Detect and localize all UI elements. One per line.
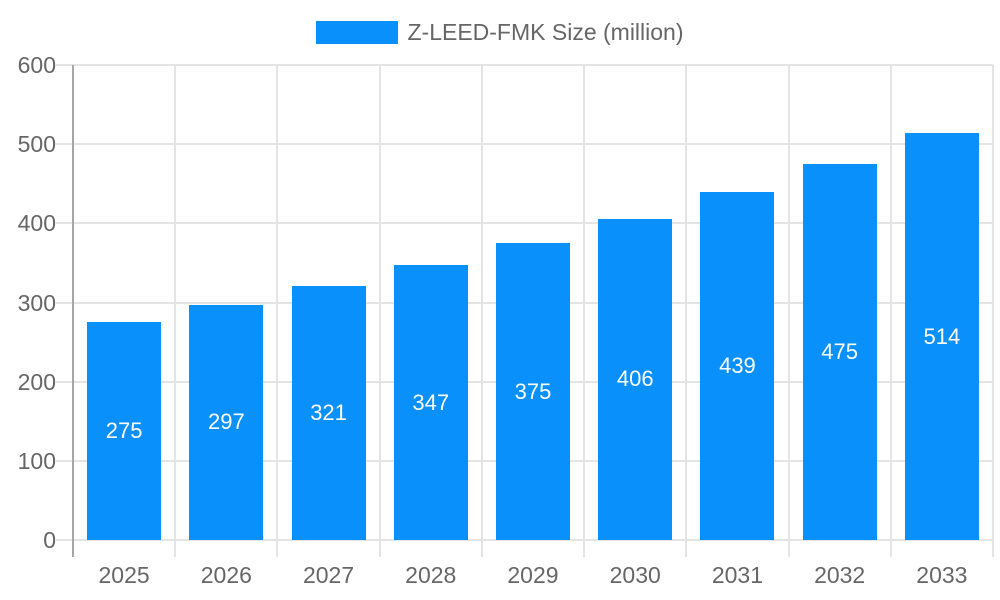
y-tick-label: 0 bbox=[43, 527, 56, 553]
bar: 406 bbox=[598, 218, 673, 540]
bar-value-label: 375 bbox=[514, 378, 552, 404]
bar: 375 bbox=[496, 243, 570, 540]
y-axis-line bbox=[72, 65, 74, 557]
y-tick-label: 400 bbox=[17, 210, 56, 237]
x-tick-label: 2025 bbox=[98, 562, 150, 588]
gridline-v bbox=[992, 65, 994, 557]
bar-value-label: 475 bbox=[821, 338, 859, 364]
x-tick-label: 2028 bbox=[405, 562, 457, 588]
x-tick-label: 2027 bbox=[302, 562, 355, 588]
gridline-v bbox=[174, 65, 177, 557]
bar-value-label: 514 bbox=[923, 323, 961, 349]
x-tick-label: 2029 bbox=[507, 562, 559, 588]
gridline-v bbox=[276, 65, 279, 557]
gridline-v bbox=[480, 65, 483, 557]
bar: 439 bbox=[700, 192, 775, 540]
gridline-v bbox=[378, 65, 381, 557]
x-tick-label: 2030 bbox=[609, 562, 661, 588]
gridline-h bbox=[56, 64, 993, 66]
plot-area: 0 100 200 300 400 500 600 275 2025 297 2026 321 2027… bbox=[18, 52, 994, 588]
gridline-h bbox=[56, 143, 993, 146]
legend: Z-LEED-FMK Size (million) bbox=[0, 19, 1000, 46]
y-tick-label: 500 bbox=[17, 131, 56, 158]
gridline-v bbox=[583, 65, 586, 557]
legend-swatch bbox=[316, 21, 399, 44]
legend-label: Z-LEED-FMK Size (million) bbox=[407, 19, 684, 45]
bar-value-label: 321 bbox=[310, 399, 347, 425]
bar-value-label: 439 bbox=[719, 353, 756, 379]
y-tick-label: 600 bbox=[17, 52, 56, 78]
bar: 347 bbox=[393, 265, 468, 540]
bar-value-label: 347 bbox=[412, 389, 450, 415]
gridline-v bbox=[787, 65, 790, 557]
bar: 514 bbox=[904, 133, 979, 540]
bar-value-label: 406 bbox=[616, 366, 654, 392]
bar: 475 bbox=[802, 163, 877, 540]
bar: 321 bbox=[291, 285, 366, 540]
bar-value-label: 297 bbox=[207, 409, 245, 435]
gridline-v bbox=[685, 65, 688, 557]
x-tick-label: 2026 bbox=[200, 562, 252, 588]
y-tick-label: 300 bbox=[17, 289, 56, 316]
x-tick-label: 2033 bbox=[916, 562, 968, 588]
bar: 275 bbox=[87, 322, 162, 540]
gridline-v bbox=[889, 65, 892, 557]
x-tick-label: 2031 bbox=[711, 562, 764, 588]
bar-value-label: 275 bbox=[105, 418, 143, 444]
y-tick-label: 200 bbox=[17, 368, 56, 395]
x-tick-label: 2032 bbox=[814, 562, 866, 588]
y-tick-label: 100 bbox=[17, 447, 56, 474]
bar: 297 bbox=[189, 304, 264, 540]
